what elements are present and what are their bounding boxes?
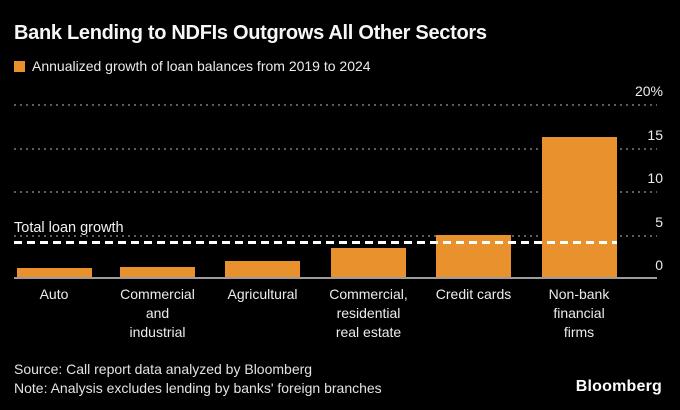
ytick-20: 20% xyxy=(634,83,663,99)
ytick-0: 0 xyxy=(655,257,663,273)
bloomberg-logo: Bloomberg xyxy=(575,378,662,395)
legend: Annualized growth of loan balances from … xyxy=(14,58,371,74)
ytick-15: 15 xyxy=(647,126,663,143)
category-label-agricultural: Agricultural xyxy=(227,286,298,302)
footer: Source: Call report data analyzed by Blo… xyxy=(14,360,382,397)
ytick-5: 5 xyxy=(655,213,663,230)
category-label-auto: Auto xyxy=(39,286,69,302)
total-loan-growth-line xyxy=(14,240,617,244)
bar-agricultural xyxy=(225,260,300,278)
total-loan-growth-label: Total loan growth xyxy=(14,220,124,236)
category-label-commercial-residential-real-estate: Commercial, residential real estate xyxy=(329,286,408,340)
chart-title: Bank Lending to NDFIs Outgrows All Other… xyxy=(14,22,487,44)
gridline-5 xyxy=(14,234,657,237)
gridline-20 xyxy=(14,104,657,106)
category-label-credit-cards: Credit cards xyxy=(435,286,512,302)
bar-auto xyxy=(16,267,92,278)
ytick-10: 10 xyxy=(647,170,663,186)
analysis-note: Note: Analysis excludes lending by banks… xyxy=(14,379,382,396)
source-note: Source: Call report data analyzed by Blo… xyxy=(14,361,313,377)
bar-commercial-and-industrial xyxy=(120,266,195,278)
legend-label: Annualized growth of loan balances from … xyxy=(32,58,371,74)
category-label-non-bank-financial-firms: Non-bank financial firms xyxy=(548,286,610,340)
gridline-15 xyxy=(14,147,657,150)
bar-non-bank-financial-firms xyxy=(541,137,617,278)
bar-commercial-residential-real-estate xyxy=(331,247,406,278)
x-axis-baseline xyxy=(14,277,657,279)
legend-swatch-icon xyxy=(14,60,25,72)
gridline-10 xyxy=(14,191,657,193)
category-label-commercial-and-industrial: Commercial and industrial xyxy=(120,286,195,340)
